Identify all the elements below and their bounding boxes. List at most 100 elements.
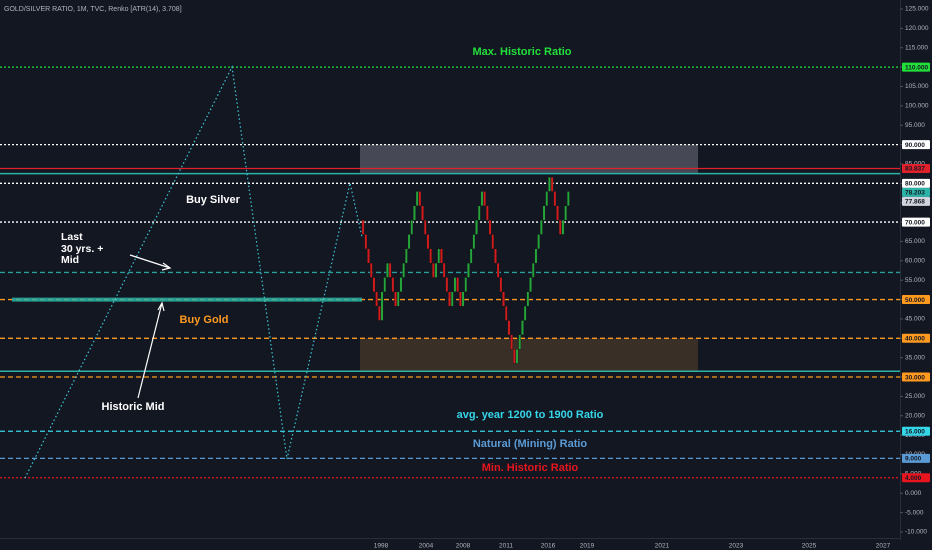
y-tick-label: 0.000: [905, 490, 922, 497]
renko-brick: [421, 205, 424, 221]
price-tag: [902, 473, 930, 483]
price-tag: [902, 426, 930, 436]
y-tick-label: -10.000: [905, 529, 927, 536]
renko-brick: [407, 234, 411, 249]
price-tag: [902, 140, 930, 150]
price-tag: [902, 217, 930, 227]
renko-brick: [537, 234, 540, 249]
renko-brick: [488, 219, 492, 235]
price-tag-label: 40.000: [905, 336, 925, 343]
renko-brick: [440, 248, 443, 264]
price-tag-label: 78.203: [905, 190, 925, 197]
renko-brick: [380, 291, 384, 321]
annotation: Max. Historic Ratio: [472, 46, 571, 58]
price-tag-label: 4.000: [905, 475, 922, 482]
renko-brick: [491, 234, 495, 249]
renko-brick: [556, 205, 559, 221]
price-tag-label: 90.000: [905, 142, 925, 149]
price-tag: [902, 295, 930, 305]
renko-brick: [364, 234, 368, 249]
renko-brick: [545, 191, 549, 206]
price-tag: [902, 196, 930, 206]
renko-brick: [378, 305, 381, 321]
y-tick-label: 60.000: [905, 258, 925, 265]
price-tag: [902, 372, 930, 382]
renko-brick: [504, 305, 508, 321]
y-tick-label: 25.000: [905, 393, 925, 400]
renko-brick: [483, 191, 486, 206]
x-tick-label: 2021: [655, 543, 670, 550]
renko-brick: [429, 248, 432, 264]
y-tick-label: -5.000: [905, 509, 924, 516]
renko-brick: [413, 205, 416, 221]
renko-brick: [526, 291, 530, 307]
price-tag-label: 77.868: [905, 199, 925, 206]
price-tag-label: 110.000: [905, 64, 929, 71]
renko-brick: [372, 277, 376, 292]
price-tag-label: 9.000: [905, 456, 922, 463]
renko-brick: [529, 277, 532, 292]
x-tick-label: 2027: [876, 543, 891, 550]
renko-brick: [453, 277, 457, 292]
renko-brick: [437, 248, 441, 264]
y-tick-label: 55.000: [905, 277, 925, 284]
annotation: Buy Gold: [180, 314, 229, 326]
renko-brick: [499, 277, 503, 292]
annotation: 30 yrs. +: [61, 243, 103, 255]
renko-brick: [494, 248, 497, 264]
renko-brick: [459, 291, 462, 307]
renko-brick: [369, 262, 373, 278]
renko-brick: [523, 305, 527, 321]
renko-brick: [361, 219, 365, 235]
renko-brick: [564, 205, 567, 221]
price-tag: [902, 187, 930, 197]
renko-brick: [434, 262, 438, 278]
y-tick-label: 105.000: [905, 83, 929, 90]
renko-brick: [391, 277, 395, 292]
axes: -10.000-5.0000.0005.00010.00015.00020.00…: [374, 6, 930, 550]
renko-brick: [534, 248, 538, 264]
renko-brick: [426, 234, 430, 249]
y-tick-label: 45.000: [905, 316, 925, 323]
renko-brick: [405, 248, 408, 264]
renko-brick: [461, 291, 465, 307]
y-tick-label: 125.000: [905, 6, 929, 13]
renko-brick: [472, 234, 476, 249]
renko-brick: [450, 291, 454, 307]
x-tick-label: 2008: [456, 543, 471, 550]
annotation: avg. year 1200 to 1900 Ratio: [457, 409, 604, 421]
arrow-head: [161, 262, 172, 271]
renko-brick: [513, 348, 516, 364]
renko-brick: [375, 291, 378, 307]
renko-brick: [367, 248, 370, 264]
renko-brick: [396, 291, 400, 307]
renko-brick: [521, 320, 524, 335]
renko-brick: [553, 191, 557, 206]
price-tag: [902, 333, 930, 343]
renko-brick: [480, 191, 484, 206]
price-tag-label: 30.000: [905, 374, 925, 381]
renko-brick: [388, 262, 392, 278]
renko-brick: [448, 291, 451, 307]
renko-brick: [383, 277, 387, 292]
renko-brick: [423, 219, 427, 235]
renko-brick: [442, 262, 446, 278]
annotation: Mid: [61, 254, 79, 266]
renko-brick: [531, 262, 535, 278]
renko-brick: [540, 219, 543, 235]
renko-brick: [418, 191, 422, 206]
arrow-head: [157, 301, 165, 312]
renko-brick: [475, 219, 478, 235]
renko-brick: [467, 262, 470, 278]
renko-bricks: [361, 176, 570, 364]
renko-brick: [558, 219, 562, 235]
y-tick-label: 100.000: [905, 103, 929, 110]
renko-brick: [548, 176, 551, 192]
renko-brick: [399, 277, 403, 292]
renko-brick: [456, 277, 459, 292]
trend-path: [24, 65, 363, 479]
price-tag-label: 83.837: [905, 166, 925, 173]
annotation: Min. Historic Ratio: [482, 462, 579, 474]
y-tick-label: 20.000: [905, 412, 925, 419]
price-tag-label: 50.000: [905, 297, 925, 304]
